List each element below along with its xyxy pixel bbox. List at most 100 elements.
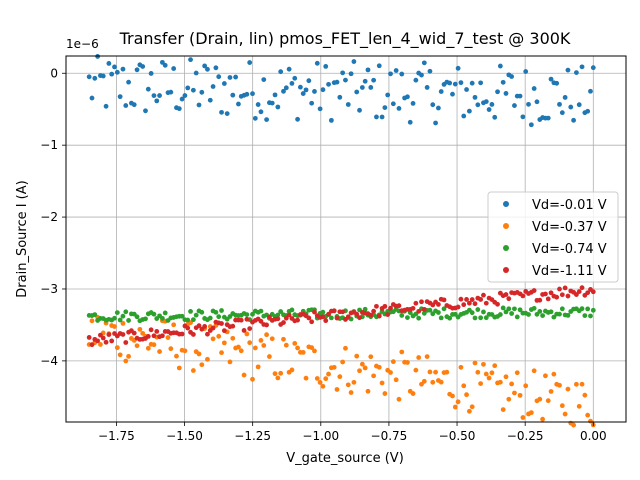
data-point <box>281 320 286 325</box>
data-point <box>151 311 157 317</box>
data-point <box>464 87 469 92</box>
data-point <box>424 354 430 359</box>
data-point <box>247 60 253 65</box>
data-point <box>427 369 433 375</box>
data-point <box>472 315 478 321</box>
data-point <box>503 374 509 380</box>
data-point <box>475 102 481 108</box>
legend-label: Vd=-0.37 V <box>532 220 607 235</box>
data-point <box>461 113 467 119</box>
data-point <box>154 98 160 104</box>
data-point <box>548 309 554 315</box>
data-point <box>523 383 529 389</box>
data-point <box>545 115 551 121</box>
data-point <box>436 310 441 315</box>
data-point <box>374 303 379 309</box>
data-point <box>436 105 441 111</box>
data-point <box>216 314 222 320</box>
data-point <box>413 300 419 306</box>
data-point <box>438 315 444 321</box>
data-point <box>123 358 129 364</box>
data-point <box>272 371 278 377</box>
data-point <box>112 64 117 70</box>
data-point <box>478 381 484 386</box>
data-point <box>331 364 337 370</box>
x-tick-label: −1.00 <box>302 429 339 443</box>
data-point <box>261 343 267 348</box>
y-tick-label: −1 <box>40 138 58 152</box>
data-point <box>340 70 346 76</box>
data-point <box>255 102 261 107</box>
data-point <box>221 81 227 86</box>
data-point <box>543 291 548 297</box>
data-point <box>497 312 503 317</box>
data-point <box>205 331 210 337</box>
data-point <box>320 314 326 320</box>
data-point <box>244 316 250 322</box>
data-point <box>523 69 529 74</box>
data-point <box>472 301 478 307</box>
data-point <box>120 332 126 337</box>
data-point <box>238 317 244 323</box>
data-point <box>300 91 306 96</box>
data-point <box>495 89 500 95</box>
data-point <box>250 91 255 97</box>
legend-frame <box>487 191 619 283</box>
data-point <box>500 305 506 311</box>
data-point <box>413 77 419 83</box>
data-point <box>421 306 427 312</box>
data-point <box>303 87 309 93</box>
data-point <box>481 292 486 298</box>
data-point <box>362 306 368 312</box>
data-point <box>582 392 588 398</box>
data-point <box>365 67 371 73</box>
data-point <box>458 80 464 86</box>
data-point <box>123 340 129 345</box>
data-point <box>371 77 377 83</box>
data-point <box>545 296 551 302</box>
data-point <box>388 305 393 311</box>
data-point <box>526 101 531 107</box>
data-point <box>512 390 517 396</box>
data-point <box>151 333 157 339</box>
data-point <box>134 67 140 73</box>
data-point <box>320 383 326 389</box>
data-point <box>171 322 177 328</box>
data-point <box>193 312 199 318</box>
data-point <box>509 311 515 316</box>
data-point <box>351 59 357 64</box>
data-point <box>221 340 227 346</box>
data-point <box>244 91 250 97</box>
data-point <box>447 80 453 86</box>
data-point <box>190 317 196 323</box>
data-point <box>509 381 515 387</box>
data-points <box>86 54 596 428</box>
data-point <box>120 313 126 319</box>
data-point <box>300 350 306 355</box>
data-point <box>554 80 560 86</box>
data-point <box>472 94 478 100</box>
data-point <box>348 390 354 395</box>
data-point <box>354 311 360 317</box>
data-point <box>419 72 424 78</box>
data-point <box>399 349 405 355</box>
data-point <box>241 328 247 333</box>
data-point <box>275 375 281 381</box>
data-point <box>134 343 140 349</box>
data-point <box>537 309 543 314</box>
data-point <box>405 94 410 100</box>
data-point <box>579 381 585 387</box>
data-point <box>126 318 131 323</box>
data-point <box>137 326 143 332</box>
data-point <box>340 309 346 315</box>
data-point <box>117 352 123 358</box>
data-point <box>379 114 385 120</box>
data-point <box>506 396 512 402</box>
data-point <box>213 65 219 71</box>
data-point <box>145 334 151 339</box>
data-point <box>506 306 512 312</box>
data-point <box>481 361 486 367</box>
data-point <box>179 331 185 337</box>
data-point <box>326 311 331 317</box>
